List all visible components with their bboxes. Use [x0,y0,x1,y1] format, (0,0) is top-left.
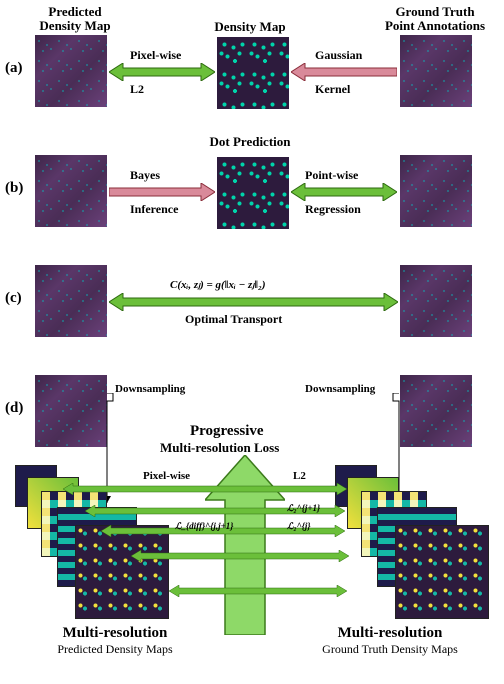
row-d-label: (d) [5,400,23,417]
label-b-bayes: Bayes [130,168,160,183]
label-a-gaussian: Gaussian [315,48,362,63]
label-c-formula: C(xᵢ, zⱼ) = g(‖xᵢ − zⱼ‖₂) [170,278,266,291]
row-d-gt [400,375,472,447]
progressive-title: Progressive [190,423,264,440]
arrow-b-left [109,183,215,201]
label-b-inference: Inference [130,202,178,217]
row-c-predicted [35,265,107,337]
diagram-container: Predicted Density Map Density Map Ground… [5,5,499,679]
label-b-pointwise: Point-wise [305,168,358,183]
row-b-predicted [35,155,107,227]
multiarrow-1 [63,483,347,495]
row-a-label: (a) [5,60,23,77]
gt-header: Ground Truth Point Annotations [375,5,495,34]
progressive-sub: Multi-resolution Loss [160,440,279,456]
multiarrow-4 [131,550,349,562]
arrow-a-right [291,63,397,81]
multistack-right [335,465,475,615]
arrow-c [109,293,398,311]
big-up-arrow [205,455,285,635]
label-d-downleft: Downsampling [115,383,185,395]
row-c: (c) C(xᵢ, zⱼ) = g(‖xᵢ − zⱼ‖₂) Optimal Tr… [5,265,499,350]
label-a-l2: L2 [130,82,144,97]
label-l2right: L2 [293,470,306,482]
predicted-header: Predicted Density Map [30,5,120,34]
label-pixelwise: Pixel-wise [143,470,190,482]
label-d-downright: Downsampling [305,383,375,395]
label-c-ot: Optimal Transport [185,312,282,327]
label-b-regression: Regression [305,202,361,217]
arrow-a-left [109,63,215,81]
row-a-density [217,37,289,109]
label-a-pixelwise: Pixel-wise [130,48,181,63]
row-a-predicted [35,35,107,107]
multiarrow-5 [169,585,347,597]
label-ldiff: ℒ_{diff}^{j,j+1} [175,521,233,532]
bottom-right-title: Multi-resolution Ground Truth Density Ma… [285,625,495,656]
row-a: (a) Pixel-wise L2 Gaussian Kernel [5,35,499,120]
row-b-label: (b) [5,180,23,197]
dotpred-header: Dot Prediction [190,135,310,149]
row-c-gt [400,265,472,337]
row-b: (b) Bayes Inference Point-wise Regressio… [5,155,499,240]
label-l2j: ℒ₂^{j} [287,521,311,532]
row-b-dot [217,157,289,229]
row-b-gt [400,155,472,227]
row-a-gt [400,35,472,107]
label-a-kernel: Kernel [315,82,350,97]
density-header: Density Map [190,20,310,34]
row-c-label: (c) [5,290,22,307]
label-l2j1: ℒ₂^{j+1} [287,503,320,514]
arrow-b-right [291,183,397,201]
bottom-left-title: Multi-resolution Predicted Density Maps [25,625,205,656]
row-d-predicted [35,375,107,447]
